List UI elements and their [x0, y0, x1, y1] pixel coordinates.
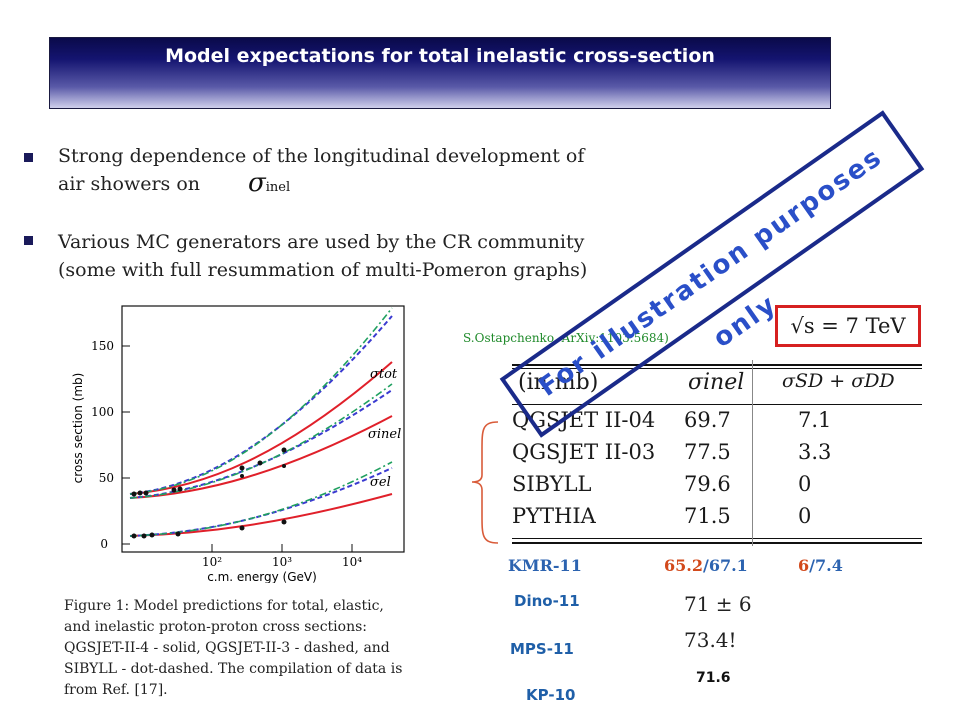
cross-section-plot: 0 50 100 150 10² 10³ 10⁴ c.m. energy (Ge…: [52, 298, 412, 584]
table-top-rule-2: [512, 368, 922, 369]
sigma-inel-symbol: σinel: [248, 168, 290, 198]
table-column-divider: [752, 360, 753, 546]
table-row-diff: 0: [798, 472, 812, 496]
table-row-inel: 69.7: [684, 408, 731, 432]
mps-value: 73.4!: [684, 628, 737, 652]
table-brace: [471, 421, 499, 544]
kmr-diff-sep: /: [809, 556, 815, 575]
y-tick-0: 0: [100, 537, 108, 551]
table-top-rule: [512, 364, 922, 366]
kmr-inel-b: 67.1: [708, 556, 748, 575]
kmr-inel-sep: /: [702, 556, 709, 575]
kmr-model-name: KMR-11: [508, 556, 582, 575]
bullet-2-line-1: Various MC generators are used by the CR…: [58, 231, 585, 253]
table-row-diff: 3.3: [798, 440, 832, 464]
table-row-inel: 79.6: [684, 472, 731, 496]
table-row-model: QGSJET II-03: [512, 440, 656, 464]
dino-model-name: Dino-11: [514, 592, 580, 610]
plot-frame: [121, 305, 405, 553]
kmr-inel-value: 65.2/67.1: [664, 556, 748, 575]
curve-el-solid: [129, 493, 393, 537]
curve-el-dotdash: [129, 461, 393, 537]
kmr-diff-b: 7.4: [814, 556, 843, 575]
kp-model-name: KP-10: [526, 686, 576, 704]
table-bottom-rule-2: [512, 542, 922, 544]
label-sigma-el: σel: [370, 475, 391, 490]
slide-title: Model expectations for total inelastic c…: [165, 45, 715, 67]
label-sigma-tot: σtot: [370, 367, 398, 382]
curve-total-solid: [129, 361, 393, 495]
curve-inel-solid: [129, 415, 393, 499]
table-header-inel: σinel: [688, 370, 745, 395]
bullet-1-line-1: Strong dependence of the longitudinal de…: [58, 145, 585, 167]
curve-el-dashed: [129, 467, 393, 537]
data-points: [131, 447, 287, 539]
kmr-diff-value: 6/7.4: [798, 556, 843, 575]
curve-total-dashed: [129, 315, 393, 495]
y-tick-150: 150: [91, 339, 114, 353]
y-tick-50: 50: [99, 471, 114, 485]
table-header-diff: σSD + σDD: [782, 370, 895, 392]
curve-inel-dotdash: [129, 383, 393, 499]
sigma-char: σ: [248, 168, 266, 198]
cross-section-table: (in mb) σinel σSD + σDD QGSJET II-04 69.…: [512, 360, 932, 550]
y-axis-label: cross section (mb): [71, 373, 85, 484]
bullet-marker-2: [24, 236, 33, 245]
energy-box: √s = 7 TeV: [775, 305, 921, 347]
bullet-2-line-2: (some with full resummation of multi-Pom…: [58, 259, 588, 281]
bullet-1-line-2: air showers on: [58, 173, 201, 195]
x-tick-1e3: 10³: [272, 555, 292, 569]
plot-svg: 0 50 100 150 10² 10³ 10⁴ c.m. energy (Ge…: [71, 305, 405, 584]
table-row-diff: 0: [798, 504, 812, 528]
table-row-model: SIBYLL: [512, 472, 592, 496]
x-tick-1e4: 10⁴: [342, 555, 362, 569]
y-tick-100: 100: [91, 405, 114, 419]
table-row-model: QGSJET II-04: [512, 408, 656, 432]
label-sigma-inel: σinel: [368, 427, 401, 442]
table-header-rule: [512, 404, 922, 405]
curve-total-dotdash: [129, 307, 393, 495]
kmr-inel-a: 65.2: [664, 556, 703, 575]
table-row-diff: 7.1: [798, 408, 832, 432]
sigma-subscript: inel: [265, 180, 291, 195]
figure-caption: Figure 1: Model predictions for total, e…: [64, 598, 403, 698]
title-banner: Model expectations for total inelastic c…: [49, 37, 831, 109]
kmr-diff-a: 6: [798, 556, 810, 575]
table-header-unit: (in mb): [518, 370, 599, 395]
dino-value: 71 ± 6: [684, 592, 752, 616]
table-row-inel: 71.5: [684, 504, 731, 528]
mps-model-name: MPS-11: [510, 640, 574, 658]
table-bottom-rule: [512, 538, 922, 539]
table-row-model: PYTHIA: [512, 504, 596, 528]
kp-value: 71.6: [696, 670, 731, 686]
citation: S.Ostapchenko, ArXiv:1103.5684): [463, 331, 669, 345]
table-row-inel: 77.5: [684, 440, 731, 464]
x-tick-1e2: 10²: [202, 555, 222, 569]
bullet-marker-1: [24, 153, 33, 162]
x-axis-label: c.m. energy (GeV): [207, 570, 317, 583]
